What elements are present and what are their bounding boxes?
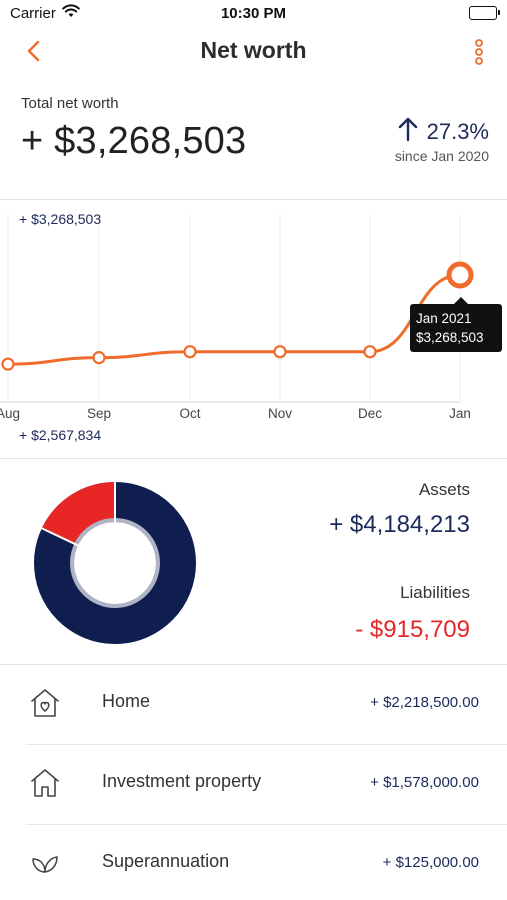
page-title: Net worth	[200, 37, 307, 63]
back-chevron-icon[interactable]	[20, 36, 50, 66]
assets-liabilities-donut	[34, 478, 196, 644]
chart-x-tick-label: Aug	[0, 406, 20, 421]
more-options-icon[interactable]	[469, 36, 489, 68]
list-item-superannuation[interactable]: Superannuation + $125,000.00	[0, 824, 507, 900]
leaf-icon	[28, 846, 62, 880]
list-item-label: Superannuation	[102, 851, 230, 871]
assets-label: Assets	[418, 480, 470, 499]
chart-min-label: + $2,567,834	[19, 427, 102, 443]
liabilities-label: Liabilities	[400, 583, 470, 602]
list-item-investment-property[interactable]: Investment property + $1,578,000.00	[0, 744, 507, 824]
chart-point	[92, 351, 106, 365]
chart-x-tick-label: Jan	[449, 406, 471, 421]
net-worth-chart[interactable]: Aug Sep Oct Nov Dec Jan + $3,268,503 + $2,567…	[0, 200, 507, 460]
chart-series-line	[6, 273, 462, 366]
battery-icon	[469, 6, 500, 20]
total-net-worth-label: Total net worth	[21, 95, 119, 112]
carrier-label: Carrier	[10, 5, 56, 22]
status-bar: Carrier 10:30 PM	[0, 0, 507, 28]
list-item-amount: + $125,000.00	[382, 854, 479, 871]
divider	[0, 199, 507, 200]
donut-separator	[40, 526, 79, 547]
chart-point	[183, 345, 197, 359]
divider	[0, 458, 507, 459]
chart-max-label: + $3,268,503	[19, 211, 102, 227]
chart-point	[1, 357, 15, 371]
tooltip-value: $3,268,503	[416, 330, 484, 345]
list-item-amount: + $2,218,500.00	[370, 694, 479, 711]
house-icon	[28, 766, 62, 800]
house-heart-icon	[28, 686, 62, 720]
chart-point-selected	[446, 261, 474, 289]
change-since-label: since Jan 2020	[394, 148, 489, 164]
liabilities-value: - $915,709	[355, 616, 470, 643]
total-net-worth-value: + $3,268,503	[21, 120, 247, 162]
donut-center	[74, 522, 156, 604]
list-item-label: Home	[102, 691, 151, 711]
nav-bar: Net worth	[0, 28, 507, 76]
wifi-icon	[62, 4, 80, 23]
arrow-up-icon	[397, 116, 419, 147]
list-item-home[interactable]: Home + $2,218,500.00	[0, 664, 507, 744]
status-time: 10:30 PM	[220, 5, 287, 22]
assets-value: + $4,184,213	[329, 511, 470, 538]
divider	[0, 664, 507, 665]
chart-svg: Aug Sep Oct Nov Dec Jan	[0, 214, 474, 421]
chart-point	[363, 345, 377, 359]
chart-tooltip: Jan 2021 $3,268,503	[410, 297, 502, 352]
row-divider	[26, 744, 507, 745]
chart-point	[273, 345, 287, 359]
net-worth-change: 27.3%	[397, 116, 489, 147]
tooltip-title: Jan 2021	[416, 311, 472, 326]
list-item-label: Investment property	[102, 771, 262, 791]
chart-x-tick-label: Sep	[87, 406, 111, 421]
row-divider	[26, 824, 507, 825]
chart-x-tick-label: Dec	[358, 406, 382, 421]
chart-x-tick-label: Nov	[268, 406, 292, 421]
chart-x-tick-label: Oct	[179, 406, 200, 421]
list-item-amount: + $1,578,000.00	[370, 774, 479, 791]
change-percent: 27.3%	[426, 118, 489, 144]
